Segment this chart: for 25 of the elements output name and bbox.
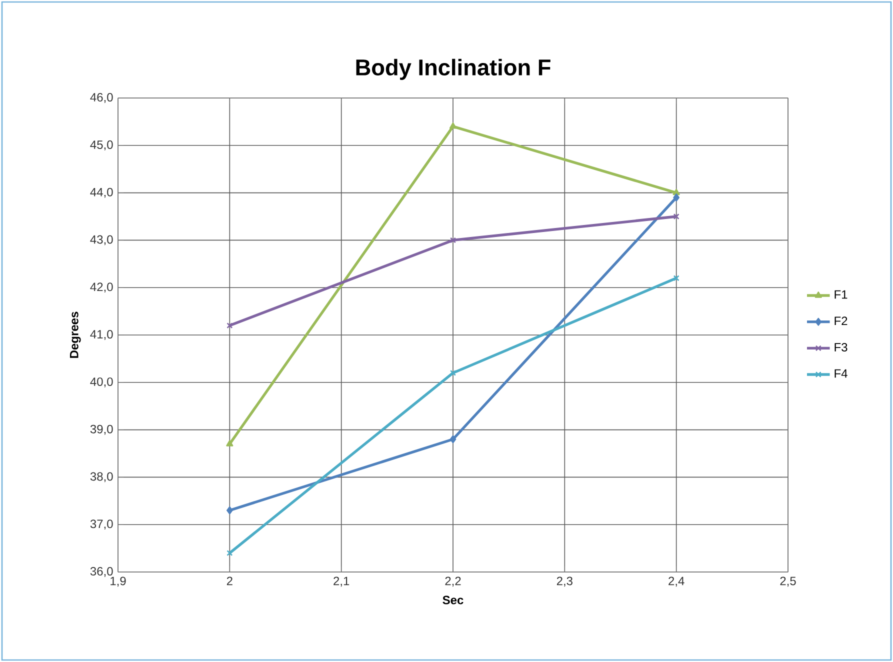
x-tick-label: 2,1 <box>334 576 350 587</box>
legend-label: F1 <box>834 290 848 299</box>
y-tick-label: 39,0 <box>90 424 113 435</box>
x-tick-label: 2,5 <box>780 576 796 587</box>
x-tick-label: 2,2 <box>445 576 461 587</box>
y-tick-label: 46,0 <box>90 93 113 103</box>
y-tick-label: 44,0 <box>90 188 113 198</box>
y-axis-title: Degrees <box>70 312 81 358</box>
x-tick-label: 2 <box>226 576 232 586</box>
y-tick-label: 38,0 <box>90 472 113 482</box>
y-tick-label: 43,0 <box>90 235 113 246</box>
legend-label: F4 <box>834 369 848 378</box>
y-tick-label: 37,0 <box>90 520 113 530</box>
x-tick-label: 2,4 <box>668 576 684 587</box>
y-tick-label: 36,0 <box>90 567 113 577</box>
x-axis-title: Sec <box>442 596 464 604</box>
x-tick-label: 1,9 <box>110 576 126 587</box>
legend-label: F2 <box>834 316 848 325</box>
y-tick-label: 45,0 <box>90 140 113 150</box>
chart-title: Body Inclination F <box>356 58 550 80</box>
y-tick-label: 42,0 <box>90 282 113 293</box>
legend-label: F3 <box>834 342 848 352</box>
y-tick-label: 40,0 <box>90 377 113 388</box>
x-tick-label: 2,3 <box>556 576 572 587</box>
y-tick-label: 41,0 <box>90 330 113 340</box>
